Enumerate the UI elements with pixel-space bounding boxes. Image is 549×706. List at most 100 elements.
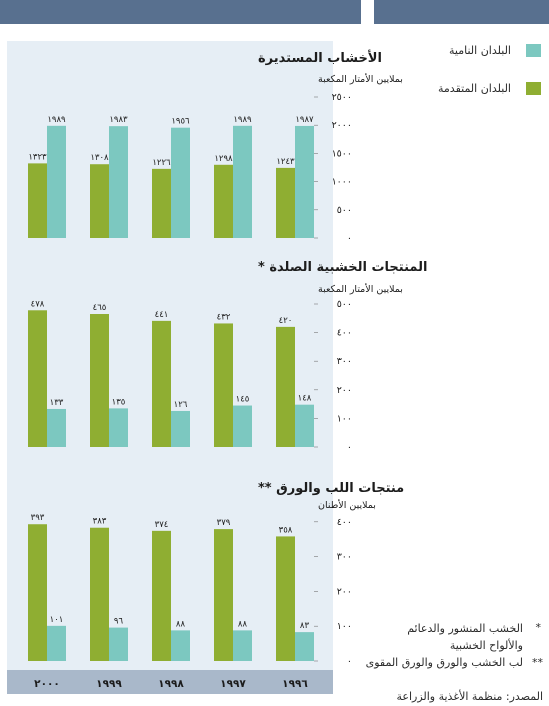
chart-3-ytick: ٤٠٠ <box>337 517 352 528</box>
chart-3-title: منتجات اللب والورق ** <box>258 481 404 496</box>
chart-2-bar-developed <box>152 320 171 447</box>
chart-2-bar-developing <box>171 410 190 447</box>
legend-and-notes: البلدان النامية البلدان المتقدمة * الخشب… <box>340 0 549 706</box>
chart-1-label-developing: ١٩٥٦ <box>171 117 190 127</box>
chart-1-ytick: ٥٠٠ <box>337 205 352 216</box>
chart-2-ytick: ٣٠٠ <box>337 356 352 367</box>
chart-3-bar-developing <box>171 630 190 661</box>
chart-3-ytick: ٢٠٠ <box>337 586 352 597</box>
top-bar-right <box>374 0 549 24</box>
year-strip <box>7 670 333 694</box>
chart-1-label-developed: ١٢٤٣ <box>276 157 295 167</box>
chart-2-label-developing: ١٢٦ <box>174 400 188 410</box>
legend-label-developing: البلدان النامية <box>449 44 511 57</box>
chart-2-ytick: ٠ <box>347 442 352 453</box>
chart-1-bar-developed <box>276 167 295 238</box>
chart-3-bar-developed <box>276 536 295 661</box>
chart-3-bar-developing <box>109 627 128 661</box>
chart-1-label-developing: ١٩٨٧ <box>295 115 314 125</box>
chart-1-bar-developing <box>47 125 66 238</box>
chart-2-label-developed: ٤٦٥ <box>93 303 107 313</box>
chart-2-label-developing: ١٣٣ <box>50 398 64 408</box>
footnote-2-marker: ** <box>532 656 543 669</box>
chart-3-label-developing: ٩٦ <box>114 617 124 627</box>
chart-3-label-developing: ٨٨ <box>238 619 248 629</box>
chart-2-bar-developing <box>109 408 128 447</box>
legend-swatch-developing <box>526 44 541 57</box>
chart-3-label-developing: ٨٨ <box>176 619 186 629</box>
source-text: المصدر: منظمة الأغذية والزراعة <box>396 690 543 703</box>
top-bar-left <box>0 0 361 24</box>
chart-3-bar-developed <box>214 529 233 661</box>
chart-2-ytick: ٤٠٠ <box>337 328 352 339</box>
chart-3-label-developing: ٨٣ <box>300 621 310 631</box>
chart-2-label-developed: ٤٣٢ <box>217 312 231 322</box>
chart-2-ytick: ٢٠٠ <box>337 385 352 396</box>
chart-1-bar-developed <box>28 163 47 238</box>
legend-swatch-developed <box>526 82 541 95</box>
chart-3-bar-developing <box>233 630 252 661</box>
chart-2-bar-developed <box>90 314 109 447</box>
chart-3-label-developed: ٣٨٣ <box>93 517 107 527</box>
chart-2-unit: بملايين الأمتار المكعبة <box>318 283 403 295</box>
year-label: ٢٠٠٠ <box>34 678 60 690</box>
chart-1-bar-developing <box>233 125 252 238</box>
chart-2-label-developed: ٤٢٠ <box>279 316 293 326</box>
chart-3-unit: بملايين الأطنان <box>318 499 376 511</box>
chart-1-bar-developing <box>171 127 190 238</box>
chart-1-label-developed: ١٣٠٨ <box>90 153 109 163</box>
chart-1-label-developed: ١٣٢٣ <box>28 152 47 162</box>
chart-1-ytick: ٢٠٠٠ <box>332 120 352 131</box>
chart-3-ytick: ٠ <box>347 656 352 667</box>
chart-2-bar-developing <box>295 404 314 447</box>
chart-2-ytick: ٥٠٠ <box>337 299 352 310</box>
chart-1-label-developing: ١٩٨٩ <box>47 115 66 125</box>
footnote-2-text: لب الخشب والورق والورق المقوى <box>365 656 523 669</box>
chart-2-bar-developing <box>233 405 252 447</box>
chart-1-ytick: ٠ <box>347 233 352 244</box>
chart-3-bar-developed <box>90 527 109 661</box>
chart-3-label-developed: ٣٧٩ <box>217 518 231 528</box>
chart-2-label-developed: ٤٧٨ <box>31 299 45 309</box>
chart-3-bar-developing <box>295 632 314 661</box>
chart-1-title: الأخشاب المستديرة <box>258 49 382 66</box>
chart-2-label-developed: ٤٤١ <box>155 310 169 320</box>
chart-2-bar-developed <box>28 310 47 447</box>
chart-1-ytick: ١٥٠٠ <box>332 148 352 159</box>
chart-1-label-developed: ١٢٩٨ <box>214 154 233 164</box>
chart-2-bar-developed <box>276 326 295 447</box>
chart-3-bar-developed <box>28 524 47 661</box>
chart-1-bar-developed <box>90 164 109 238</box>
chart-1-bar-developing <box>109 126 128 238</box>
chart-3-label-developed: ٣٩٣ <box>31 513 45 523</box>
chart-1-ytick: ٢٥٠٠ <box>332 92 352 103</box>
chart-3-label-developed: ٣٧٤ <box>155 520 169 530</box>
chart-1-ytick: ١٠٠٠ <box>332 177 352 188</box>
chart-2-label-developing: ١٣٥ <box>112 397 126 407</box>
footnote-1-text: الخشب المنشور والدعائم والألواح الخشبية <box>407 622 523 652</box>
chart-1-bar-developed <box>214 164 233 238</box>
chart-2-title: المنتجات الخشبية الصلدة * <box>258 260 427 275</box>
chart-1-label-developing: ١٩٨٣ <box>109 115 128 125</box>
chart-3-label-developed: ٣٥٨ <box>279 525 293 535</box>
chart-3-ytick: ١٠٠ <box>337 621 352 632</box>
chart-1-label-developed: ١٢٢٦ <box>152 158 171 168</box>
chart-1-unit: بملايين الأمتار المكعبة <box>318 73 403 85</box>
chart-1-label-developing: ١٩٨٩ <box>233 115 252 125</box>
chart-2-ytick: ١٠٠ <box>337 413 352 424</box>
chart-2-label-developing: ١٤٨ <box>298 394 312 404</box>
year-label: ١٩٩٧ <box>220 678 246 690</box>
chart-2-bar-developing <box>47 408 66 447</box>
chart-3-label-developing: ١٠١ <box>50 615 64 625</box>
chart-1-bar-developed <box>152 168 171 238</box>
chart-2-bar-developed <box>214 323 233 447</box>
chart-2-label-developing: ١٤٥ <box>236 395 250 405</box>
year-label: ١٩٩٩ <box>96 678 122 690</box>
chart-1-bar-developing <box>295 125 314 238</box>
chart-3-bar-developed <box>152 530 171 661</box>
year-label: ١٩٩٦ <box>282 678 308 690</box>
chart-3-ytick: ٣٠٠ <box>337 552 352 563</box>
legend-label-developed: البلدان المتقدمة <box>438 82 511 95</box>
year-label: ١٩٩٨ <box>158 678 184 690</box>
